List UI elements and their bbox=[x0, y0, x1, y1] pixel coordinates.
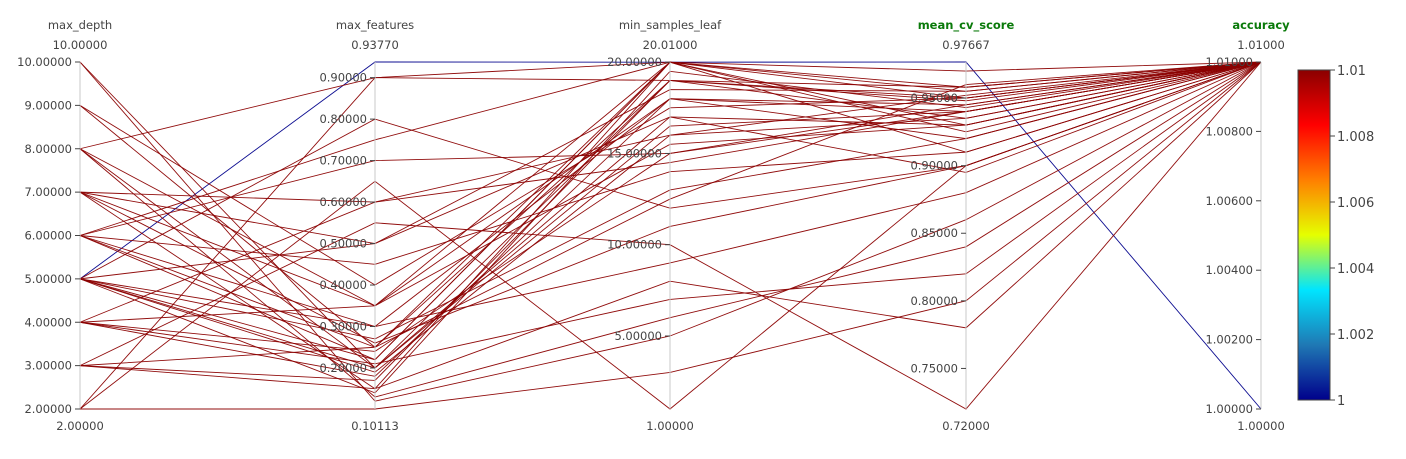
axes-layer: max_depth 10.00000 2.00000 2.00000 3.00000 4.… bbox=[17, 18, 1290, 433]
axis-range-min-label: 1.00000 bbox=[646, 419, 694, 433]
colorbar-tick-label: 1.01 bbox=[1337, 64, 1366, 79]
axis-tick-label: 0.40000 bbox=[319, 278, 367, 292]
axis-range-max-label: 1.01000 bbox=[1237, 38, 1285, 52]
axis-tick-label: 6.00000 bbox=[24, 229, 72, 243]
axis-title: mean_cv_score bbox=[918, 18, 1015, 33]
axis-tick-label: 1.00800 bbox=[1205, 124, 1253, 138]
axis-tick-label: 3.00000 bbox=[24, 359, 72, 373]
axis-tick-label: 4.00000 bbox=[24, 315, 72, 329]
axis-max-depth[interactable]: max_depth 10.00000 2.00000 2.00000 3.00000 4.… bbox=[17, 18, 112, 433]
axis-accuracy[interactable]: accuracy 1.01000 1.00000 1.00000 1.00200 1.00… bbox=[1205, 18, 1290, 433]
axis-range-min-label: 0.10113 bbox=[351, 419, 399, 433]
axis-tick-label: 0.80000 bbox=[910, 294, 958, 308]
axis-tick-label: 0.50000 bbox=[319, 237, 367, 251]
axis-tick-label: 5.00000 bbox=[24, 272, 72, 286]
axis-tick-label: 1.00200 bbox=[1205, 333, 1253, 347]
axis-tick-label: 20.00000 bbox=[607, 55, 662, 69]
axis-tick-label: 0.75000 bbox=[910, 361, 958, 375]
axis-range-max-label: 10.00000 bbox=[53, 38, 108, 52]
axis-mean-cv-score[interactable]: mean_cv_score 0.97667 0.72000 0.75000 0.8000… bbox=[910, 18, 1014, 433]
colorbar-tick-label: 1 bbox=[1337, 394, 1345, 409]
axis-tick-label: 7.00000 bbox=[24, 185, 72, 199]
axis-tick-label: 8.00000 bbox=[24, 142, 72, 156]
axis-tick-label: 1.01000 bbox=[1205, 55, 1253, 69]
colorbar-tick-label: 1.008 bbox=[1337, 130, 1374, 145]
axis-title: max_depth bbox=[48, 18, 112, 32]
axis-tick-label: 0.20000 bbox=[319, 361, 367, 375]
axis-title: min_samples_leaf bbox=[619, 18, 722, 32]
axis-tick-label: 2.00000 bbox=[24, 402, 72, 416]
axis-min-samples-leaf[interactable]: min_samples_leaf 20.01000 1.00000 5.00000 10… bbox=[607, 18, 722, 433]
colorbar: 1 1.002 1.004 1.006 1.008 1.01 bbox=[1297, 64, 1374, 409]
axis-tick-label: 0.30000 bbox=[319, 320, 367, 334]
axis-tick-label: 10.00000 bbox=[17, 55, 72, 69]
axis-tick-label: 0.95000 bbox=[910, 91, 958, 105]
axis-max-features[interactable]: max_features 0.93770 0.10113 0.20000 0.30000… bbox=[319, 18, 414, 433]
axis-tick-label: 1.00000 bbox=[1205, 402, 1253, 416]
axis-title: accuracy bbox=[1232, 18, 1290, 32]
axis-tick-label: 0.90000 bbox=[319, 71, 367, 85]
axis-range-min-label: 0.72000 bbox=[942, 419, 990, 433]
axis-range-min-label: 1.00000 bbox=[1237, 419, 1285, 433]
axis-tick-label: 5.00000 bbox=[614, 329, 662, 343]
colorbar-tick-label: 1.004 bbox=[1337, 262, 1374, 277]
axis-tick-label: 1.00400 bbox=[1205, 263, 1253, 277]
axis-title: max_features bbox=[336, 18, 414, 32]
axis-range-max-label: 0.97667 bbox=[942, 38, 990, 52]
axis-tick-label: 15.00000 bbox=[607, 146, 662, 160]
axis-tick-label: 1.00600 bbox=[1205, 194, 1253, 208]
axis-tick-label: 10.00000 bbox=[607, 238, 662, 252]
axis-tick-label: 0.85000 bbox=[910, 226, 958, 240]
axis-range-max-label: 0.93770 bbox=[351, 38, 399, 52]
colorbar-tick-label: 1.006 bbox=[1337, 196, 1374, 211]
axis-tick-label: 9.00000 bbox=[24, 98, 72, 112]
axis-range-max-label: 20.01000 bbox=[643, 38, 698, 52]
axis-range-min-label: 2.00000 bbox=[56, 419, 104, 433]
axis-tick-label: 0.90000 bbox=[910, 159, 958, 173]
colorbar-tick-label: 1.002 bbox=[1337, 328, 1374, 343]
axis-tick-label: 0.60000 bbox=[319, 195, 367, 209]
axis-tick-label: 0.80000 bbox=[319, 112, 367, 126]
colorbar-gradient bbox=[1297, 69, 1331, 401]
axis-tick-label: 0.70000 bbox=[319, 154, 367, 168]
